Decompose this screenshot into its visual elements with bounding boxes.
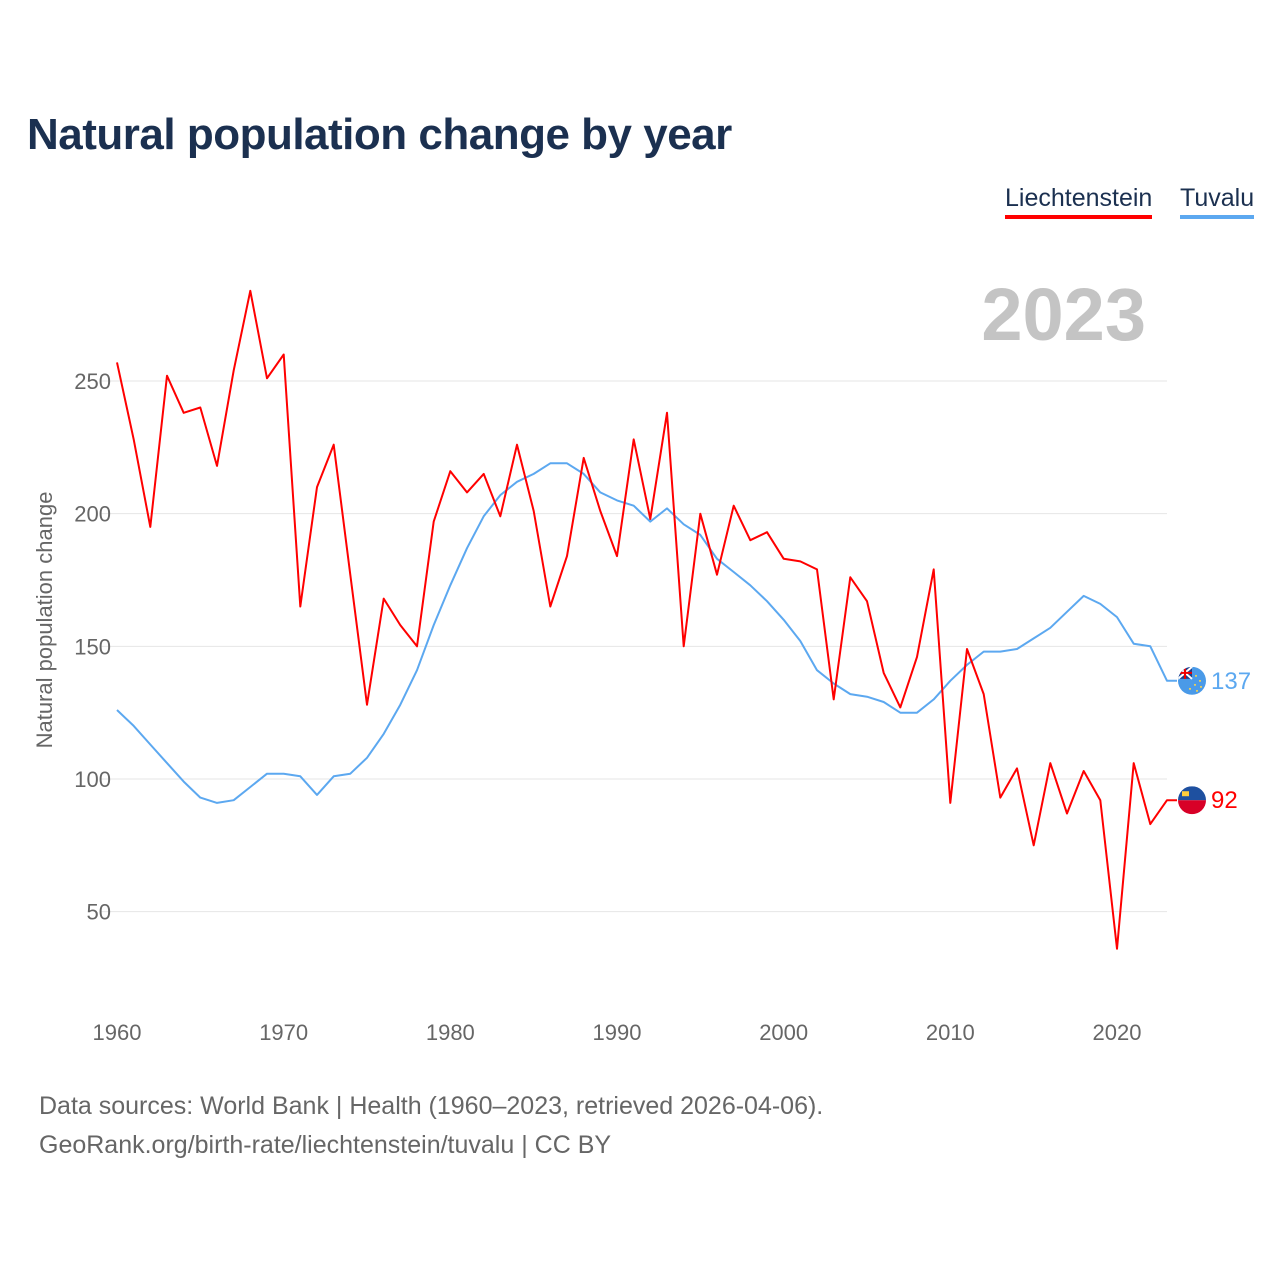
series-line-tuvalu[interactable]: [116, 462, 1177, 804]
chart-title: Natural population change by year: [27, 110, 732, 159]
end-value-label: 92: [1211, 787, 1238, 814]
year-label: 2023: [981, 273, 1146, 356]
footer-sources: Data sources: World Bank | Health (1960–…: [39, 1092, 824, 1120]
x-tick-label: 1970: [259, 1020, 308, 1045]
x-tick-label: 2020: [1093, 1020, 1142, 1045]
liechtenstein-flag-icon: [1178, 786, 1206, 815]
y-tick-label: 150: [74, 634, 111, 659]
footer-link[interactable]: GeoRank.org/birth-rate/liechtenstein/tuv…: [39, 1131, 612, 1159]
y-tick-label: 100: [74, 767, 111, 792]
tuvalu-flag-icon: [1178, 666, 1206, 695]
x-tick-label: 1980: [426, 1020, 475, 1045]
end-value-label: 137: [1211, 668, 1251, 695]
y-tick-label: 50: [87, 900, 111, 925]
y-axis-label: Natural population change: [32, 492, 57, 749]
legend-tuvalu[interactable]: Tuvalu: [1180, 184, 1255, 219]
x-tick-label: 2000: [759, 1020, 808, 1045]
x-tick-label: 2010: [926, 1020, 975, 1045]
y-tick-label: 250: [74, 369, 111, 394]
series-line-liechtenstein[interactable]: [116, 289, 1177, 950]
footer: Data sources: World Bank | Health (1960–…: [39, 1087, 823, 1165]
y-tick-label: 200: [74, 502, 111, 527]
legend-liechtenstein[interactable]: Liechtenstein: [1005, 184, 1153, 219]
x-tick-label: 1960: [93, 1020, 142, 1045]
x-tick-label: 1990: [593, 1020, 642, 1045]
